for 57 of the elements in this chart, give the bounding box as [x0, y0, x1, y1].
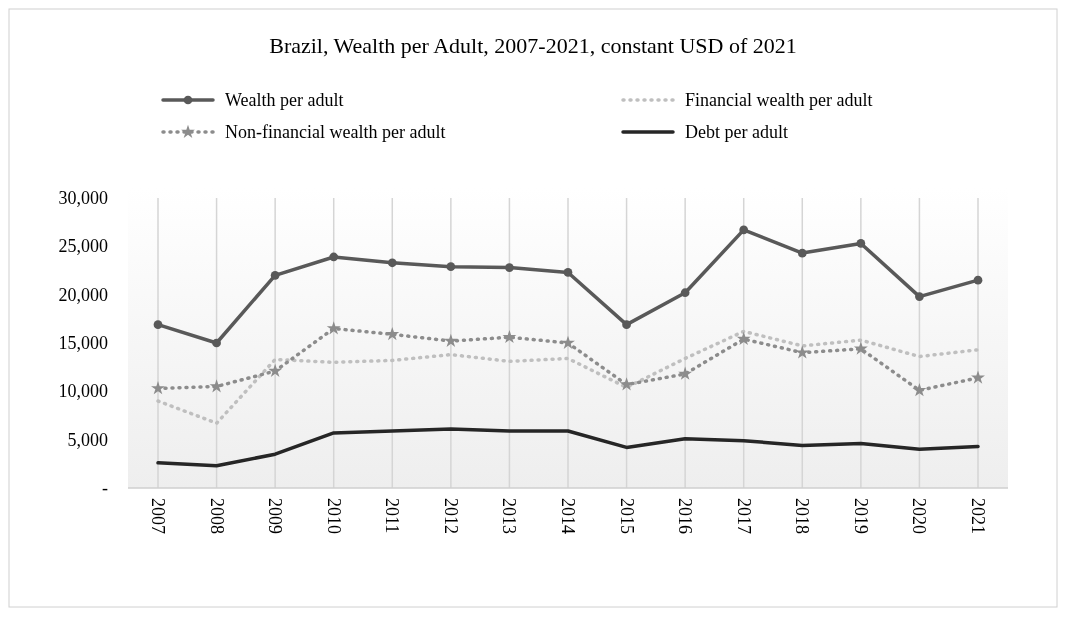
- point: [736, 331, 751, 346]
- point: [212, 338, 221, 348]
- y-tick-label: 10,000: [58, 381, 108, 402]
- x-tick-label: 2008: [206, 498, 227, 534]
- point: [443, 333, 458, 347]
- x-tick-label: 2013: [499, 498, 520, 534]
- point: [209, 379, 224, 393]
- legend-label: Debt per adult: [685, 122, 788, 142]
- x-tick-label: 2016: [675, 498, 696, 534]
- point: [973, 275, 983, 285]
- x-tick-label: 2019: [850, 498, 871, 534]
- point: [739, 225, 749, 235]
- y-tick-label: 20,000: [58, 284, 108, 305]
- point: [563, 268, 573, 277]
- point: [153, 320, 163, 329]
- line-series: [156, 427, 980, 468]
- point: [326, 321, 341, 335]
- point: [329, 252, 339, 262]
- point: [505, 263, 514, 272]
- point: [268, 363, 283, 377]
- line-series: [156, 329, 980, 425]
- x-tick-label: 2012: [440, 498, 461, 534]
- x-tick-label: 2009: [265, 498, 286, 534]
- y-tick-label: -: [102, 478, 108, 498]
- point: [385, 326, 400, 341]
- point: [797, 248, 807, 258]
- point: [502, 329, 517, 344]
- x-tick-label: 2010: [323, 498, 344, 534]
- x-tick-label: 2017: [733, 498, 754, 534]
- x-tick-label: 2021: [968, 498, 988, 534]
- y-tick-label: 5,000: [67, 429, 108, 450]
- point: [971, 370, 985, 384]
- x-tick-label: 2014: [558, 498, 578, 534]
- point: [856, 239, 866, 248]
- legend-label: Financial wealth per adult: [685, 90, 873, 110]
- x-tick-label: 2015: [616, 498, 637, 534]
- legend-label: Non-financial wealth per adult: [225, 122, 446, 142]
- point: [270, 270, 280, 280]
- point: [912, 383, 927, 397]
- point: [680, 288, 690, 298]
- point: [795, 345, 810, 359]
- chart-title: Brazil, Wealth per Adult, 2007-2021, constant USD of 2021: [269, 33, 797, 58]
- point: [678, 366, 693, 380]
- point: [915, 292, 924, 301]
- x-tick-label: 2007: [148, 498, 168, 534]
- point: [446, 262, 456, 271]
- point: [561, 335, 575, 349]
- point: [387, 258, 397, 268]
- legend-label: Wealth per adult: [225, 90, 344, 110]
- x-tick-label: 2011: [382, 498, 403, 534]
- y-tick-label: 30,000: [58, 188, 108, 208]
- point: [622, 320, 631, 329]
- x-tick-label: 2018: [792, 498, 813, 534]
- y-tick-label: 25,000: [58, 236, 108, 257]
- x-tick-label: 2020: [909, 498, 930, 534]
- point: [151, 381, 165, 395]
- y-tick-label: 15,000: [58, 333, 108, 353]
